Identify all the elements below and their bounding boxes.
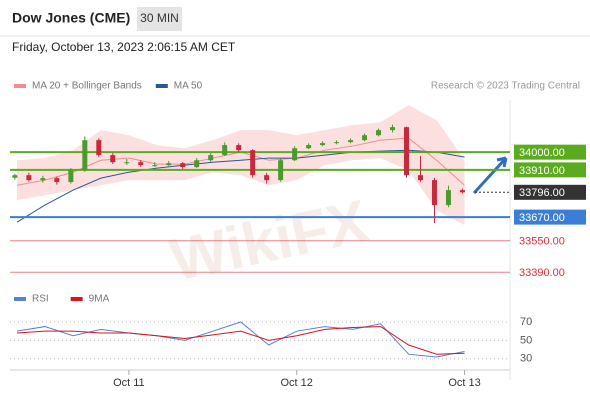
candle-body bbox=[68, 170, 74, 183]
candle-body bbox=[348, 140, 354, 143]
candle-body bbox=[208, 155, 214, 161]
candle-body bbox=[138, 162, 144, 166]
legend-label: MA 50 bbox=[174, 81, 203, 92]
candle-body bbox=[376, 130, 382, 136]
candle-body bbox=[180, 163, 186, 168]
candle-body bbox=[96, 140, 102, 156]
candle-body bbox=[431, 180, 437, 206]
candle-body bbox=[124, 162, 130, 164]
candle-body bbox=[40, 178, 46, 181]
legend-swatch bbox=[70, 297, 83, 301]
level-label-box bbox=[514, 144, 586, 160]
datetime: Friday, October 13, 2023 2:06:15 AM CET bbox=[12, 40, 236, 54]
candle-body bbox=[54, 178, 60, 183]
candle-body bbox=[306, 145, 312, 149]
candle-body bbox=[292, 148, 298, 161]
level-label: 33390.00 bbox=[519, 267, 565, 279]
legend-label: RSI bbox=[32, 294, 49, 305]
level-label: 33550.00 bbox=[519, 236, 565, 248]
candle-body bbox=[250, 150, 256, 176]
series-line bbox=[16, 321, 465, 358]
legend-swatch bbox=[155, 84, 168, 88]
level-label-box bbox=[514, 209, 586, 225]
level-label-box bbox=[514, 162, 586, 178]
x-tick-label: Oct 12 bbox=[281, 377, 313, 389]
level-label-box bbox=[514, 184, 586, 200]
candle-body bbox=[264, 175, 270, 181]
candle-body bbox=[222, 145, 228, 156]
forecast-arrow bbox=[472, 156, 508, 195]
candle-body bbox=[362, 135, 368, 141]
candle-body bbox=[194, 160, 200, 168]
ma50-line bbox=[16, 149, 465, 223]
title: Dow Jones (CME) bbox=[12, 10, 130, 26]
x-tick-label: Oct 13 bbox=[448, 377, 480, 389]
bollinger-band bbox=[16, 105, 465, 226]
y-tick-label: 50 bbox=[520, 334, 532, 346]
level-label: 33910.00 bbox=[519, 165, 565, 177]
level-label: 33670.00 bbox=[519, 212, 565, 224]
x-tick-label: Oct 11 bbox=[113, 377, 145, 389]
candle-body bbox=[404, 127, 410, 176]
series-line bbox=[16, 326, 465, 355]
legend-swatch bbox=[14, 297, 26, 301]
legend-swatch bbox=[14, 84, 26, 88]
timeframe[interactable]: 30 MIN bbox=[140, 11, 179, 25]
candle-body bbox=[417, 175, 423, 181]
candle-body bbox=[459, 190, 465, 193]
candle-body bbox=[320, 143, 326, 146]
y-tick-label: 70 bbox=[520, 316, 532, 328]
candle-body bbox=[166, 163, 172, 166]
legend-label: 9MA bbox=[89, 294, 110, 305]
timeframe-box[interactable] bbox=[137, 7, 182, 31]
legend-label: MA 20 + Bollinger Bands bbox=[32, 81, 142, 92]
credit: Research © 2023 Trading Central bbox=[431, 81, 580, 92]
candle-body bbox=[445, 190, 451, 206]
candle-body bbox=[390, 127, 396, 131]
candle-body bbox=[278, 160, 284, 181]
candle-body bbox=[110, 155, 116, 163]
candle-body bbox=[152, 165, 158, 167]
level-label: 33796.00 bbox=[519, 187, 565, 199]
candle-body bbox=[334, 142, 340, 144]
candle-body bbox=[26, 175, 32, 181]
candle-body bbox=[82, 140, 88, 171]
level-label: 34000.00 bbox=[519, 147, 565, 159]
y-tick-label: 30 bbox=[520, 353, 532, 365]
candle-body bbox=[236, 145, 242, 151]
candle-body bbox=[12, 175, 18, 178]
